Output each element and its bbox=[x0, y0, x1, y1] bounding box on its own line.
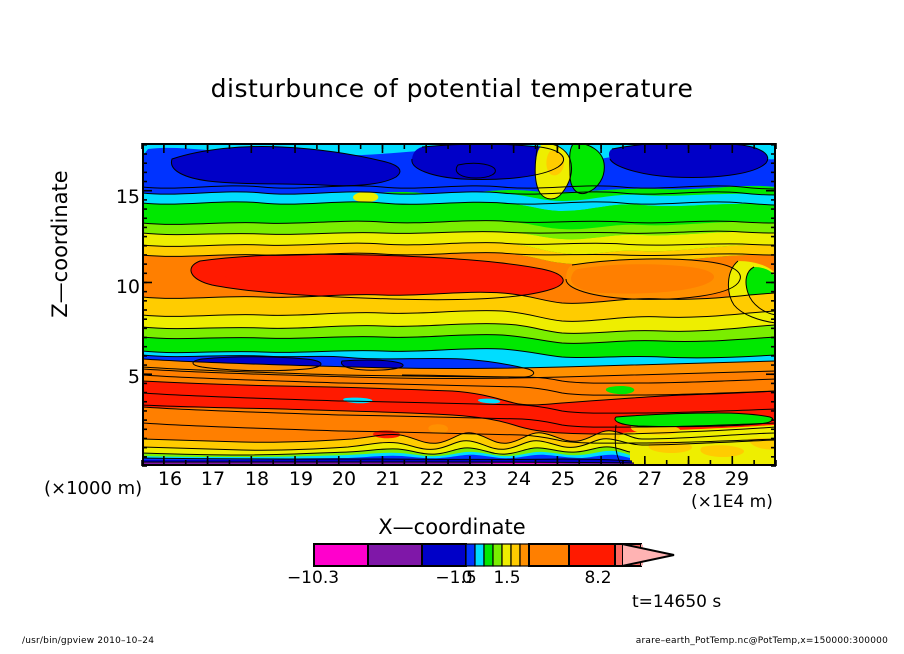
xtick-label-2: 18 bbox=[244, 468, 270, 490]
ytick-label-15: 15 bbox=[115, 186, 140, 208]
y-axis-label: Z—coordinate bbox=[48, 170, 72, 318]
y-axis-unit: (×1000 m) bbox=[44, 478, 143, 499]
ytick-label-5: 5 bbox=[127, 366, 140, 388]
colorbar-label-zero: 0 bbox=[461, 568, 473, 588]
xtick-label-13: 29 bbox=[724, 468, 750, 490]
footer-command: /usr/bin/gpview 2010–10–24 bbox=[22, 636, 155, 646]
xtick-label-4: 20 bbox=[331, 468, 357, 490]
contour-plot-svg bbox=[142, 143, 776, 466]
colorbar-arrow bbox=[622, 543, 675, 567]
contour-lines bbox=[142, 143, 776, 466]
xtick-label-3: 19 bbox=[288, 468, 314, 490]
xtick-label-10: 26 bbox=[593, 468, 619, 490]
colorbar-label-max: 8.2 bbox=[584, 568, 612, 588]
colorbar-segments bbox=[313, 543, 642, 567]
footer-source: arare–earth_PotTemp.nc@PotTemp,x=150000:… bbox=[635, 636, 888, 646]
colorbar-label-neg15: −1.5 bbox=[435, 568, 477, 588]
xtick-label-5: 21 bbox=[375, 468, 401, 490]
xtick-label-9: 25 bbox=[550, 468, 576, 490]
colorbar-label-min: −10.3 bbox=[286, 568, 340, 588]
ytick-label-10: 10 bbox=[115, 276, 140, 298]
x-axis-label: X—coordinate bbox=[378, 515, 526, 539]
x-axis-unit: (×1E4 m) bbox=[691, 492, 773, 512]
contour-plot bbox=[142, 143, 776, 466]
xtick-label-12: 28 bbox=[681, 468, 707, 490]
xtick-label-0: 16 bbox=[157, 468, 183, 490]
contour-bands bbox=[142, 143, 776, 466]
colorbar bbox=[313, 543, 675, 567]
xtick-label-1: 17 bbox=[200, 468, 226, 490]
xtick-label-11: 27 bbox=[637, 468, 663, 490]
time-annotation: t=14650 s bbox=[632, 592, 722, 612]
xtick-label-8: 24 bbox=[506, 468, 532, 490]
page-title: disturbunce of potential temperature bbox=[210, 74, 694, 103]
xtick-label-7: 23 bbox=[462, 468, 488, 490]
colorbar-label-pos15: 1.5 bbox=[493, 568, 521, 588]
xtick-label-6: 22 bbox=[419, 468, 445, 490]
colorbar-svg bbox=[313, 543, 643, 567]
